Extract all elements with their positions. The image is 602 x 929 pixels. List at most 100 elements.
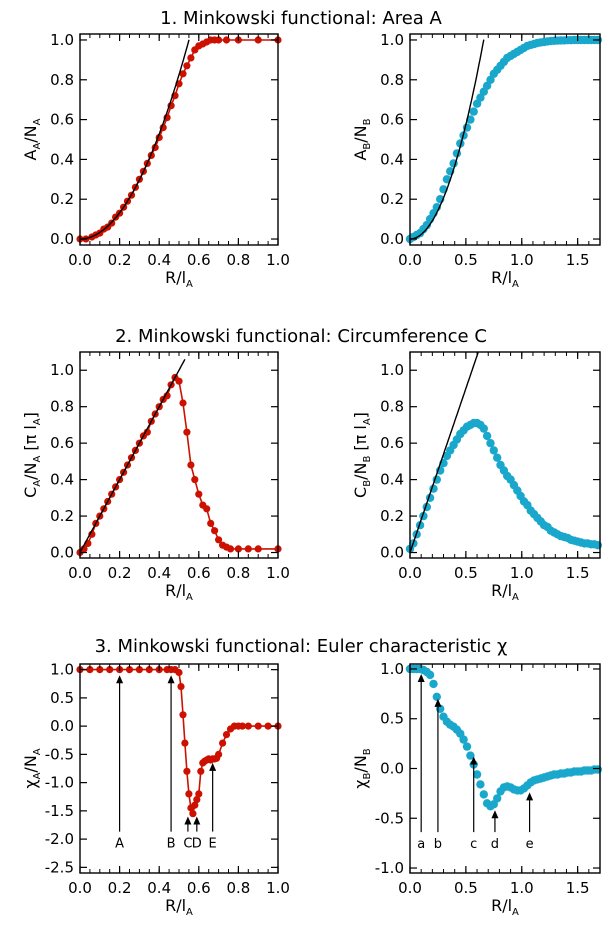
panel-title: 2. Minkowski functional: Circumference C (115, 326, 487, 347)
data-point (244, 545, 252, 553)
data-point (222, 36, 231, 44)
x-tick-label: 0.0 (398, 879, 422, 897)
data-point (189, 810, 197, 818)
data-point (238, 722, 246, 730)
y-tick-label: 1.0 (380, 660, 404, 678)
data-point (479, 424, 488, 433)
x-tick-label: 1.0 (510, 251, 534, 269)
x-tick-label: 0.0 (68, 879, 92, 897)
x-tick-label: 1.0 (266, 251, 290, 269)
data-point (459, 735, 468, 744)
y-tick-label: -1.0 (45, 774, 74, 792)
y-tick-label: 0.8 (50, 398, 74, 416)
y-tick-label: 0.8 (380, 71, 404, 89)
data-point (191, 476, 199, 484)
data-point (254, 545, 262, 553)
y-tick-label: 1.0 (380, 31, 404, 49)
data-point (106, 666, 114, 674)
data-point (193, 796, 201, 804)
y-tick-label: -0.5 (45, 745, 74, 763)
annotation-label: E (209, 837, 217, 852)
series-line (80, 39, 278, 240)
x-tick-label: 1.0 (266, 879, 290, 897)
annotation-label: d (491, 837, 499, 852)
x-tick-label: 0.5 (454, 879, 478, 897)
y-tick-label: 0.0 (50, 717, 74, 735)
panel-3: 2. Minkowski functional: Circumference C… (21, 326, 487, 603)
x-tick-label: 1.5 (566, 251, 590, 269)
y-tick-label: 0.0 (380, 760, 404, 778)
data-point (489, 446, 498, 455)
y-axis-label: AA/NA (21, 118, 43, 160)
data-point (96, 666, 104, 674)
data-point (493, 453, 502, 462)
x-tick-label: 1.0 (510, 879, 534, 897)
data-point (486, 439, 495, 448)
data-point (425, 670, 435, 680)
panel-title: 3. Minkowski functional: Euler character… (95, 636, 508, 657)
x-tick-label: 0.0 (398, 564, 422, 582)
data-point (456, 139, 465, 148)
data-point (185, 790, 193, 798)
y-tick-label: 0.4 (50, 471, 74, 489)
data-point (195, 790, 203, 798)
plot-frame (79, 663, 279, 874)
data-point (226, 545, 235, 553)
annotation-label: D (192, 837, 202, 852)
fit-curve (409, 352, 479, 553)
annotation-arrowhead (470, 756, 478, 765)
y-tick-label: 0.6 (380, 434, 404, 452)
data-point (187, 54, 195, 62)
annotation-arrowhead (417, 673, 425, 682)
data-point (429, 679, 438, 689)
y-tick-label: 0.5 (50, 689, 74, 707)
data-point (86, 666, 94, 674)
x-tick-label: 0.2 (108, 251, 132, 269)
panel-6: 0.0 0.5 1.0 1.5 1.0 0.5 0.0 -0.5 -1.0 R/lA χB/NB a b… (351, 660, 602, 918)
y-tick-label: 1.0 (380, 361, 404, 379)
panel-1: 1. Minkowski functional: Area A 0.0 0.2 0.4… (21, 8, 443, 290)
y-tick-label: 0.2 (50, 507, 74, 525)
data-point (244, 722, 252, 730)
data-point (432, 692, 441, 701)
x-tick-label: 0.0 (398, 251, 422, 269)
y-tick-label: -1.0 (375, 859, 404, 877)
data-point (183, 428, 191, 436)
data-point (145, 666, 153, 674)
annotation-arrowhead (526, 792, 534, 801)
series-line (80, 668, 278, 817)
x-tick-label: 0.8 (226, 251, 250, 269)
x-tick-label: 0.6 (187, 879, 211, 897)
plot-frame (79, 33, 279, 246)
y-tick-label: 0.6 (50, 434, 74, 452)
y-tick-label: 0.8 (50, 71, 74, 89)
x-tick-label: 1.0 (266, 564, 290, 582)
data-point (215, 36, 223, 44)
x-axis-label: R/lA (491, 581, 519, 603)
y-tick-label: 0.0 (50, 544, 74, 562)
y-tick-label: 0.5 (380, 710, 404, 728)
y-tick-label: 0.2 (380, 190, 404, 208)
y-tick-label: -0.5 (375, 809, 404, 827)
x-tick-label: 0.4 (147, 879, 171, 897)
data-point (466, 751, 475, 760)
annotation-arrowhead (209, 762, 217, 771)
data-point (183, 767, 191, 775)
data-point (215, 536, 223, 544)
x-tick-label: 0.8 (226, 564, 250, 582)
x-axis-label: R/lA (165, 268, 193, 290)
annotation-label: A (115, 837, 124, 852)
data-point (203, 505, 211, 513)
data-point (593, 765, 602, 774)
y-tick-label: 0.0 (380, 230, 404, 248)
x-tick-label: 0.0 (68, 564, 92, 582)
y-axis-label: χB/NB (351, 748, 373, 788)
data-point (482, 431, 492, 441)
x-tick-label: 0.5 (454, 251, 478, 269)
x-tick-label: 0.5 (454, 564, 478, 582)
annotation-arrowhead (193, 816, 201, 825)
data-point (183, 62, 191, 70)
y-tick-label: 0.4 (380, 471, 404, 489)
data-point (175, 668, 183, 677)
